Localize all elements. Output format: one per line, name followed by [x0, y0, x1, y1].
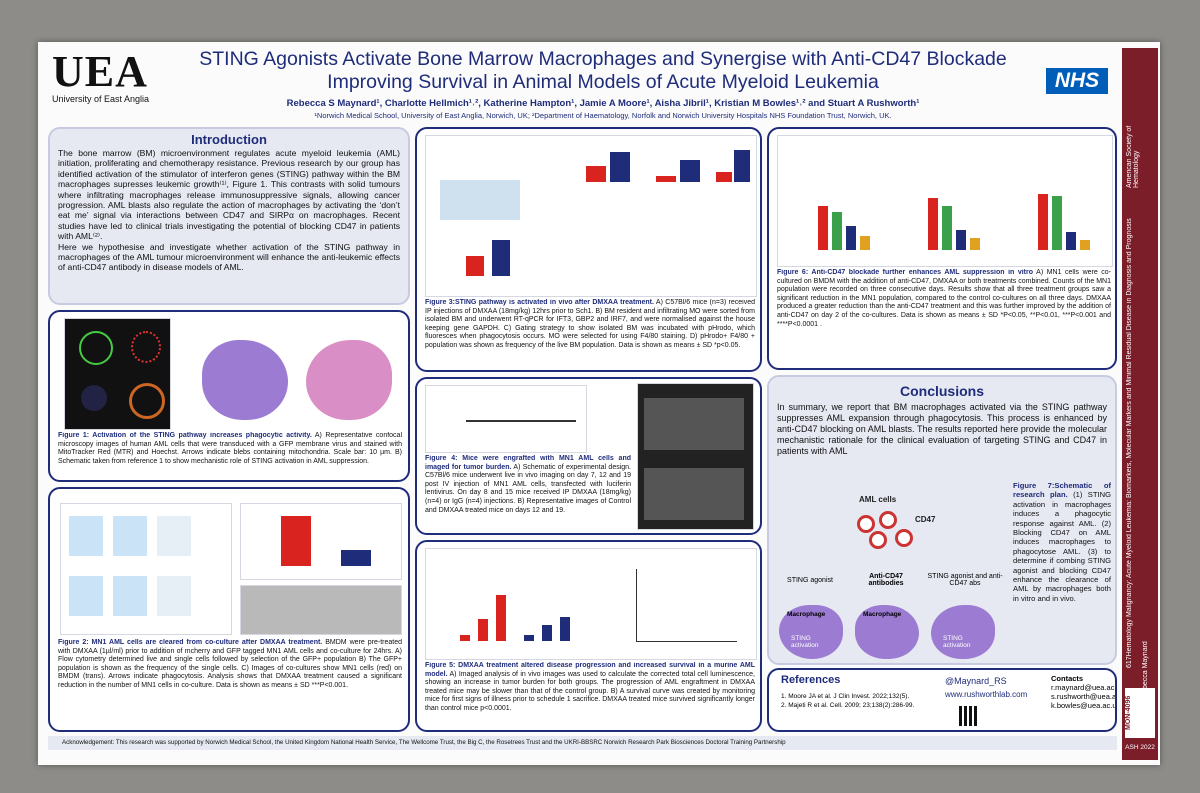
caption-text: (1) STING activation in macrophages indu… [1013, 490, 1111, 603]
step-2: Anti-CD47 antibodies [868, 573, 904, 587]
figure-1: Figure 1: Activation of the STING pathwa… [48, 310, 410, 482]
figure-panels [777, 135, 1113, 267]
acknowledgement: Acknowledgement: This research was suppo… [48, 736, 1117, 750]
caption: Figure 1: Activation of the STING pathwa… [58, 432, 402, 480]
logo-text: UEA [52, 47, 148, 96]
reference: 1. Moore JA et al. J Clin Invest. 2022;1… [781, 693, 910, 700]
conclusions: Conclusions In summary, we report that B… [767, 375, 1117, 665]
title: STING Agonists Activate Bone Marrow Macr… [199, 48, 1007, 93]
meeting: ASH 2022 [1125, 744, 1155, 751]
caption-label: Figure 3:STING pathway is activated in v… [425, 299, 654, 306]
caption-label: Figure 4: Mice were engrafted with MN1 A… [425, 455, 631, 471]
caption-text: BMDM were pre-treated with DMXAA (1µl/ml… [58, 639, 402, 689]
caption: Figure 3:STING pathway is activated in v… [425, 299, 755, 370]
macrophage-label: Macrophage [863, 611, 902, 618]
presenter: Rebecca Maynard [1142, 641, 1149, 698]
schematic [188, 318, 400, 428]
authors: Rebecca S Maynard¹, Charlotte Hellmich¹˒… [286, 98, 920, 109]
heading: References [781, 674, 841, 686]
macrophage-shape: Macrophage [855, 605, 919, 659]
logo: UEA University of East Anglia [52, 47, 162, 105]
caption-label: Figure 5: DMXAA treatment altered diseas… [425, 662, 755, 678]
email[interactable]: r.maynard@uea.ac.uk [1051, 683, 1117, 692]
activation-label: STING activation [791, 635, 819, 649]
side-strip: American Society of Hematology 617Hemato… [1122, 48, 1158, 760]
heading: Introduction [191, 132, 267, 147]
conclusions-text: In summary, we report that BM macrophage… [777, 402, 1107, 456]
paragraph: Here we hypothesise and investigate whet… [58, 241, 400, 273]
poster: UEA University of East Anglia STING Agon… [38, 42, 1160, 765]
co-culture-images [240, 585, 402, 635]
caption-label: Figure 6: Anti-CD47 blockade further enh… [777, 269, 1034, 276]
aml-cells [853, 509, 913, 549]
step-3: STING agonist and anti-CD47 abs [927, 573, 1003, 587]
macrophage-shape: STING activation [931, 605, 995, 659]
figure-3: Figure 3:STING pathway is activated in v… [415, 127, 762, 372]
macrophage-shape: Macrophage STING activation [779, 605, 843, 659]
website[interactable]: www.rushworthlab.com [945, 690, 1028, 699]
figure-6: Figure 6: Anti-CD47 blockade further enh… [767, 127, 1117, 370]
caption-text: A) Representative confocal microscopy im… [58, 432, 402, 465]
email[interactable]: s.rushworth@uea.ac.uk [1051, 692, 1117, 701]
caption: Figure 6: Anti-CD47 blockade further enh… [777, 269, 1111, 367]
frequency-chart [240, 503, 402, 580]
affiliations: ¹Norwich Medical School, University of E… [314, 111, 892, 120]
figure-panels [425, 548, 757, 660]
caption-text: A) Imaged analysis of in vivo images was… [425, 670, 755, 712]
caption: Figure 4: Mice were engrafted with MN1 A… [425, 455, 631, 533]
caption-label: Figure 1: Activation of the STING pathwa… [58, 432, 312, 439]
figure-5: Figure 5: DMXAA treatment altered diseas… [415, 540, 762, 732]
caption-label: Figure 2: MN1 AML cells are cleared from… [58, 639, 323, 646]
activation-label: STING activation [943, 635, 971, 649]
figure-2: Figure 2: MN1 AML cells are cleared from… [48, 487, 410, 732]
references: References 1. Moore JA et al. J Clin Inv… [767, 668, 1117, 732]
caption-text: A) Schematic of experimental design. C57… [425, 463, 631, 514]
microscopy [64, 318, 171, 430]
logo-sub: University of East Anglia [52, 94, 150, 104]
heading: Contacts [1051, 674, 1084, 683]
topic: 617Hematology Malignancy: Acute Myeloid … [1126, 218, 1133, 668]
code: MON-4096 [1125, 688, 1155, 738]
reference-list: 1. Moore JA et al. J Clin Invest. 2022;1… [781, 692, 931, 710]
caption-text: A) MN1 cells were co-cultured on BMDM wi… [777, 269, 1111, 328]
qr-code [959, 706, 979, 726]
aml-label: AML cells [859, 495, 897, 504]
macrophage-label: Macrophage [787, 611, 826, 618]
caption: Figure 2: MN1 AML cells are cleared from… [58, 639, 402, 730]
figure-4: Figure 4: Mice were engrafted with MN1 A… [415, 377, 762, 535]
cd47-label: CD47 [915, 515, 936, 524]
introduction: Introduction The bone marrow (BM) microe… [48, 127, 410, 305]
flow-cytometry [60, 503, 232, 635]
reference: 2. Majeti R et al. Cell. 2009; 23;138(2)… [781, 702, 915, 709]
caption: Figure 7:Schematic of research plan. (1)… [1013, 481, 1111, 661]
caption-text: A) C57Bl/6 mice (n=3) received IP inject… [425, 299, 755, 349]
timeline [425, 385, 587, 453]
caption-label: Figure 7:Schematic of research plan. [1013, 481, 1111, 500]
figure-panels [425, 135, 757, 297]
society: American Society of Hematology [1126, 125, 1140, 188]
contacts: Contacts r.maynard@uea.ac.uk s.rushworth… [1051, 674, 1117, 710]
heading: Conclusions [899, 383, 984, 399]
caption: Figure 5: DMXAA treatment altered diseas… [425, 662, 755, 730]
mouse-images [637, 383, 754, 530]
nhs-logo: NHS [1046, 68, 1108, 94]
step-1: STING agonist [787, 577, 833, 584]
paragraph: The bone marrow (BM) microenvironment re… [58, 148, 400, 242]
email[interactable]: k.bowles@uea.ac.uk [1051, 701, 1117, 710]
twitter[interactable]: @Maynard_RS [945, 676, 1007, 686]
